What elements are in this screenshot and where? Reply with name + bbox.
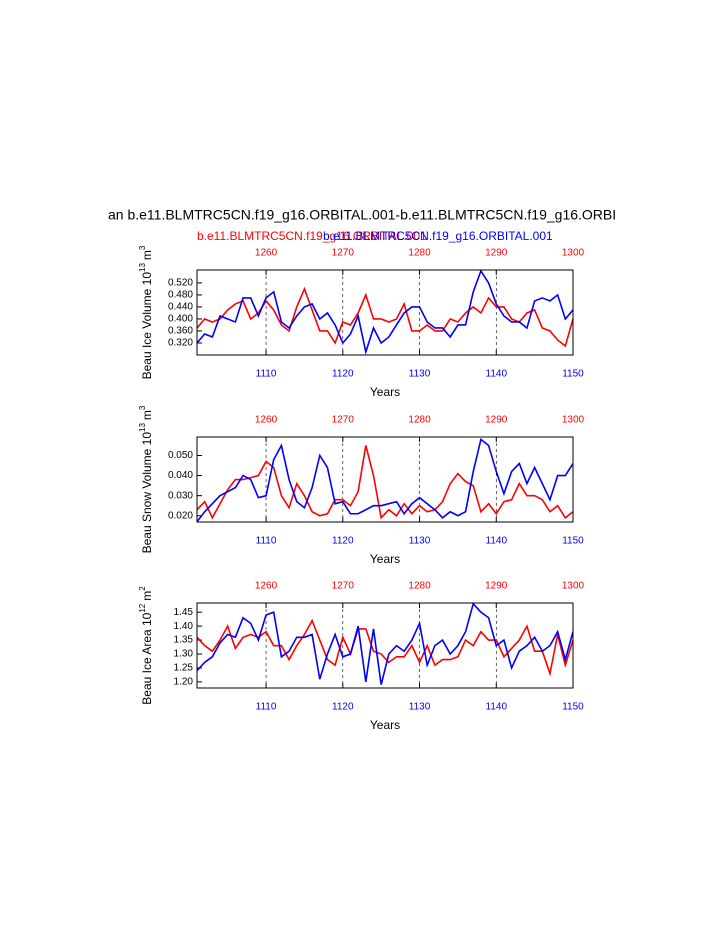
series-line: [196, 602, 574, 685]
x2-tick-label: 1290: [485, 581, 508, 592]
x-tick-label: 1140: [486, 536, 508, 547]
y-axis-label-part: 3: [138, 405, 147, 410]
y-axis-label-part: m: [140, 410, 154, 420]
y-axis-label-part: 3: [138, 245, 147, 250]
x2-tick-label: 1280: [408, 248, 431, 259]
x2-tick-label: 1290: [485, 415, 508, 426]
x2-tick-label: 1260: [255, 248, 278, 259]
y-tick-label: 0.520: [168, 278, 193, 289]
y-axis-label-part: m: [140, 591, 154, 601]
y-axis-label: Beau Ice Volume 1013 m3: [138, 245, 154, 379]
y-tick-label: 0.360: [168, 326, 193, 337]
x2-tick-label: 1300: [562, 581, 585, 592]
x-tick-label: 1110: [256, 369, 277, 380]
y-axis-label-part: 13: [138, 263, 147, 272]
x2-tick-label: 1300: [562, 415, 585, 426]
y-tick-label: 1.20: [174, 677, 194, 688]
y-axis-label-part: Beau Ice Area 10: [140, 612, 154, 704]
y-axis-label-part: 12: [138, 603, 147, 612]
x2-tick-label: 1280: [408, 415, 431, 426]
plot-frame: [196, 436, 574, 523]
y-tick-label: 0.440: [168, 302, 193, 313]
y-tick-label: 1.40: [174, 621, 194, 632]
subtitle: b.e11.BLMTRC5CN.f19_g16.ORBITAL.001: [323, 229, 553, 243]
y-tick-label: 1.25: [174, 663, 194, 674]
chart-title: an b.e11.BLMTRC5CN.f19_g16.ORBITAL.001-b…: [108, 207, 616, 223]
x2-tick-label: 1260: [255, 415, 278, 426]
x-axis-label: Years: [370, 385, 400, 399]
y-tick-label: 0.040: [168, 470, 193, 481]
y-tick-label: 1.35: [174, 635, 194, 646]
y-axis-label-part: 2: [138, 586, 147, 591]
x-tick-label: 1140: [486, 702, 508, 713]
x-tick-label: 1130: [409, 369, 431, 380]
series-line: [196, 269, 574, 356]
plot-frame: [196, 269, 574, 356]
y-axis-label-part: Beau Ice Volume 10: [140, 272, 154, 380]
series-line: [196, 438, 574, 523]
y-axis-label-part: Beau Snow Volume 10: [140, 432, 154, 554]
x2-tick-label: 1260: [255, 581, 278, 592]
x-tick-label: 1130: [409, 536, 431, 547]
plot-frame: [196, 602, 574, 689]
x-tick-label: 1130: [409, 702, 431, 713]
subtitle: b.e11.BLMTRC5CN.f19_g16.ORBITAL.001: [197, 229, 427, 243]
x-tick-label: 1110: [256, 536, 277, 547]
x-tick-label: 1150: [562, 369, 584, 380]
y-tick-label: 1.45: [174, 607, 194, 618]
y-axis-label-part: m: [140, 250, 154, 260]
y-tick-label: 1.30: [174, 649, 194, 660]
y-tick-label: 0.480: [168, 290, 193, 301]
y-tick-label: 0.030: [168, 490, 193, 501]
y-tick-label: 0.400: [168, 314, 193, 325]
x2-tick-label: 1270: [332, 581, 355, 592]
x2-tick-label: 1280: [408, 581, 431, 592]
x-tick-label: 1110: [256, 702, 277, 713]
x-tick-label: 1120: [332, 369, 354, 380]
y-axis-label-part: 13: [138, 423, 147, 432]
x-axis-label: Years: [370, 552, 400, 566]
x2-tick-label: 1300: [562, 248, 585, 259]
x2-tick-label: 1270: [332, 415, 355, 426]
y-axis-label: Beau Ice Area 1012 m2: [138, 586, 154, 705]
x-axis-label: Years: [370, 718, 400, 732]
y-tick-label: 0.320: [168, 338, 193, 349]
x-tick-label: 1150: [562, 702, 584, 713]
x-tick-label: 1120: [332, 536, 354, 547]
x-tick-label: 1140: [486, 369, 508, 380]
series-line: [196, 445, 574, 520]
x-tick-label: 1150: [562, 536, 584, 547]
y-tick-label: 0.050: [168, 450, 193, 461]
x-tick-label: 1120: [332, 702, 354, 713]
y-tick-label: 0.020: [168, 510, 193, 521]
y-axis-label: Beau Snow Volume 1013 m3: [138, 405, 154, 553]
x2-tick-label: 1270: [332, 248, 355, 259]
x2-tick-label: 1290: [485, 248, 508, 259]
